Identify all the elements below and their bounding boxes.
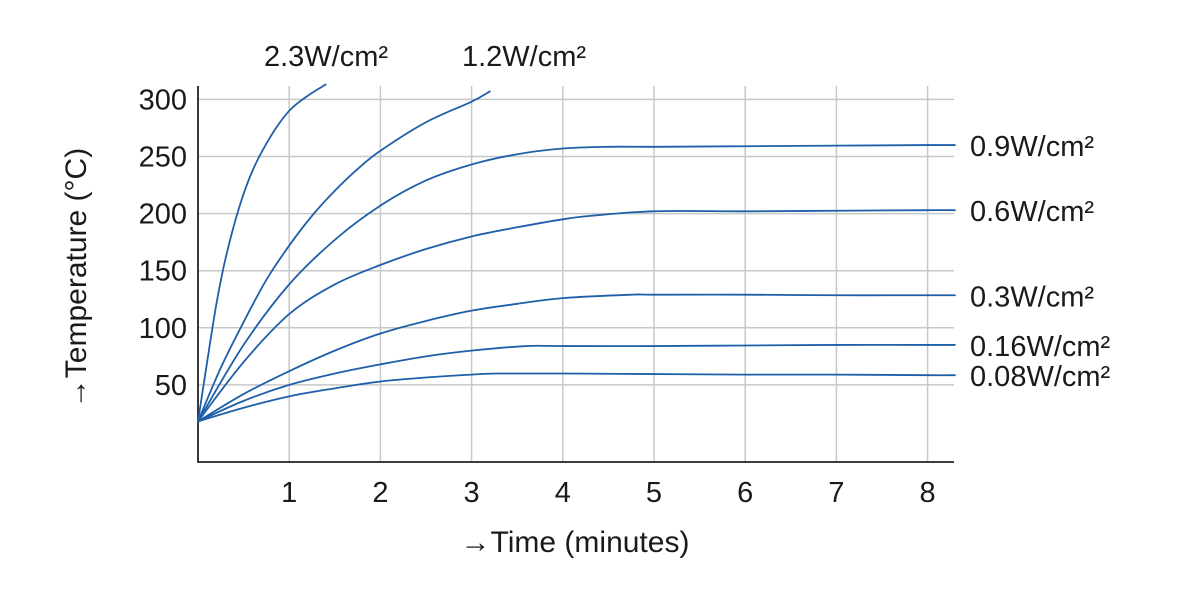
- x-tick-label: 1: [281, 477, 297, 509]
- axes: [197, 86, 954, 463]
- x-tick-label: 7: [828, 477, 844, 509]
- y-tick-label: 300: [139, 84, 187, 116]
- x-tick-label: 4: [555, 477, 571, 509]
- series-labels: 2.3W/cm² 1.2W/cm² 0.9W/cm² 0.6W/cm² 0.3W/cm²…: [264, 41, 1111, 393]
- grid: [198, 86, 954, 462]
- x-tick-label: 5: [646, 477, 662, 509]
- series-line-0.16wcm: [197, 343, 956, 423]
- x-axis-title: →Time (minutes): [461, 526, 690, 559]
- x-tick-label: 6: [737, 477, 753, 509]
- series-label-1.2wcm: 1.2W/cm²: [462, 41, 586, 73]
- x-tick-label: 3: [464, 477, 480, 509]
- y-axis-title: →Temperature (°C): [60, 148, 93, 408]
- y-tick-label: 150: [139, 256, 187, 288]
- series-label-0.16wcm: 0.16W/cm²: [970, 331, 1111, 363]
- series-line-2.3wcm: [197, 83, 327, 423]
- series-label-0.3wcm: 0.3W/cm²: [970, 281, 1094, 313]
- x-tick-label: 2: [372, 477, 388, 509]
- y-tick-label: 100: [139, 313, 187, 345]
- series-lines: [197, 83, 956, 423]
- series-label-0.6wcm: 0.6W/cm²: [970, 196, 1094, 228]
- tick-labels: 1 2 3 4 5 6 7 8 50 100 150 200 250 300: [139, 84, 936, 509]
- series-label-0.08wcm: 0.08W/cm²: [970, 361, 1111, 393]
- series-line-0.08wcm: [197, 372, 956, 423]
- series-line-0.3wcm: [197, 293, 956, 423]
- y-tick-label: 200: [139, 199, 187, 231]
- series-line-1.2wcm: [197, 90, 491, 423]
- y-tick-label: 250: [139, 142, 187, 174]
- series-label-2.3wcm: 2.3W/cm²: [264, 41, 388, 73]
- series-line-0.9wcm: [197, 144, 956, 423]
- x-tick-label: 8: [920, 477, 936, 509]
- series-label-0.9wcm: 0.9W/cm²: [970, 131, 1094, 163]
- series-line-0.6wcm: [197, 209, 956, 423]
- axis-lines: [197, 86, 954, 463]
- y-tick-label: 50: [155, 370, 187, 402]
